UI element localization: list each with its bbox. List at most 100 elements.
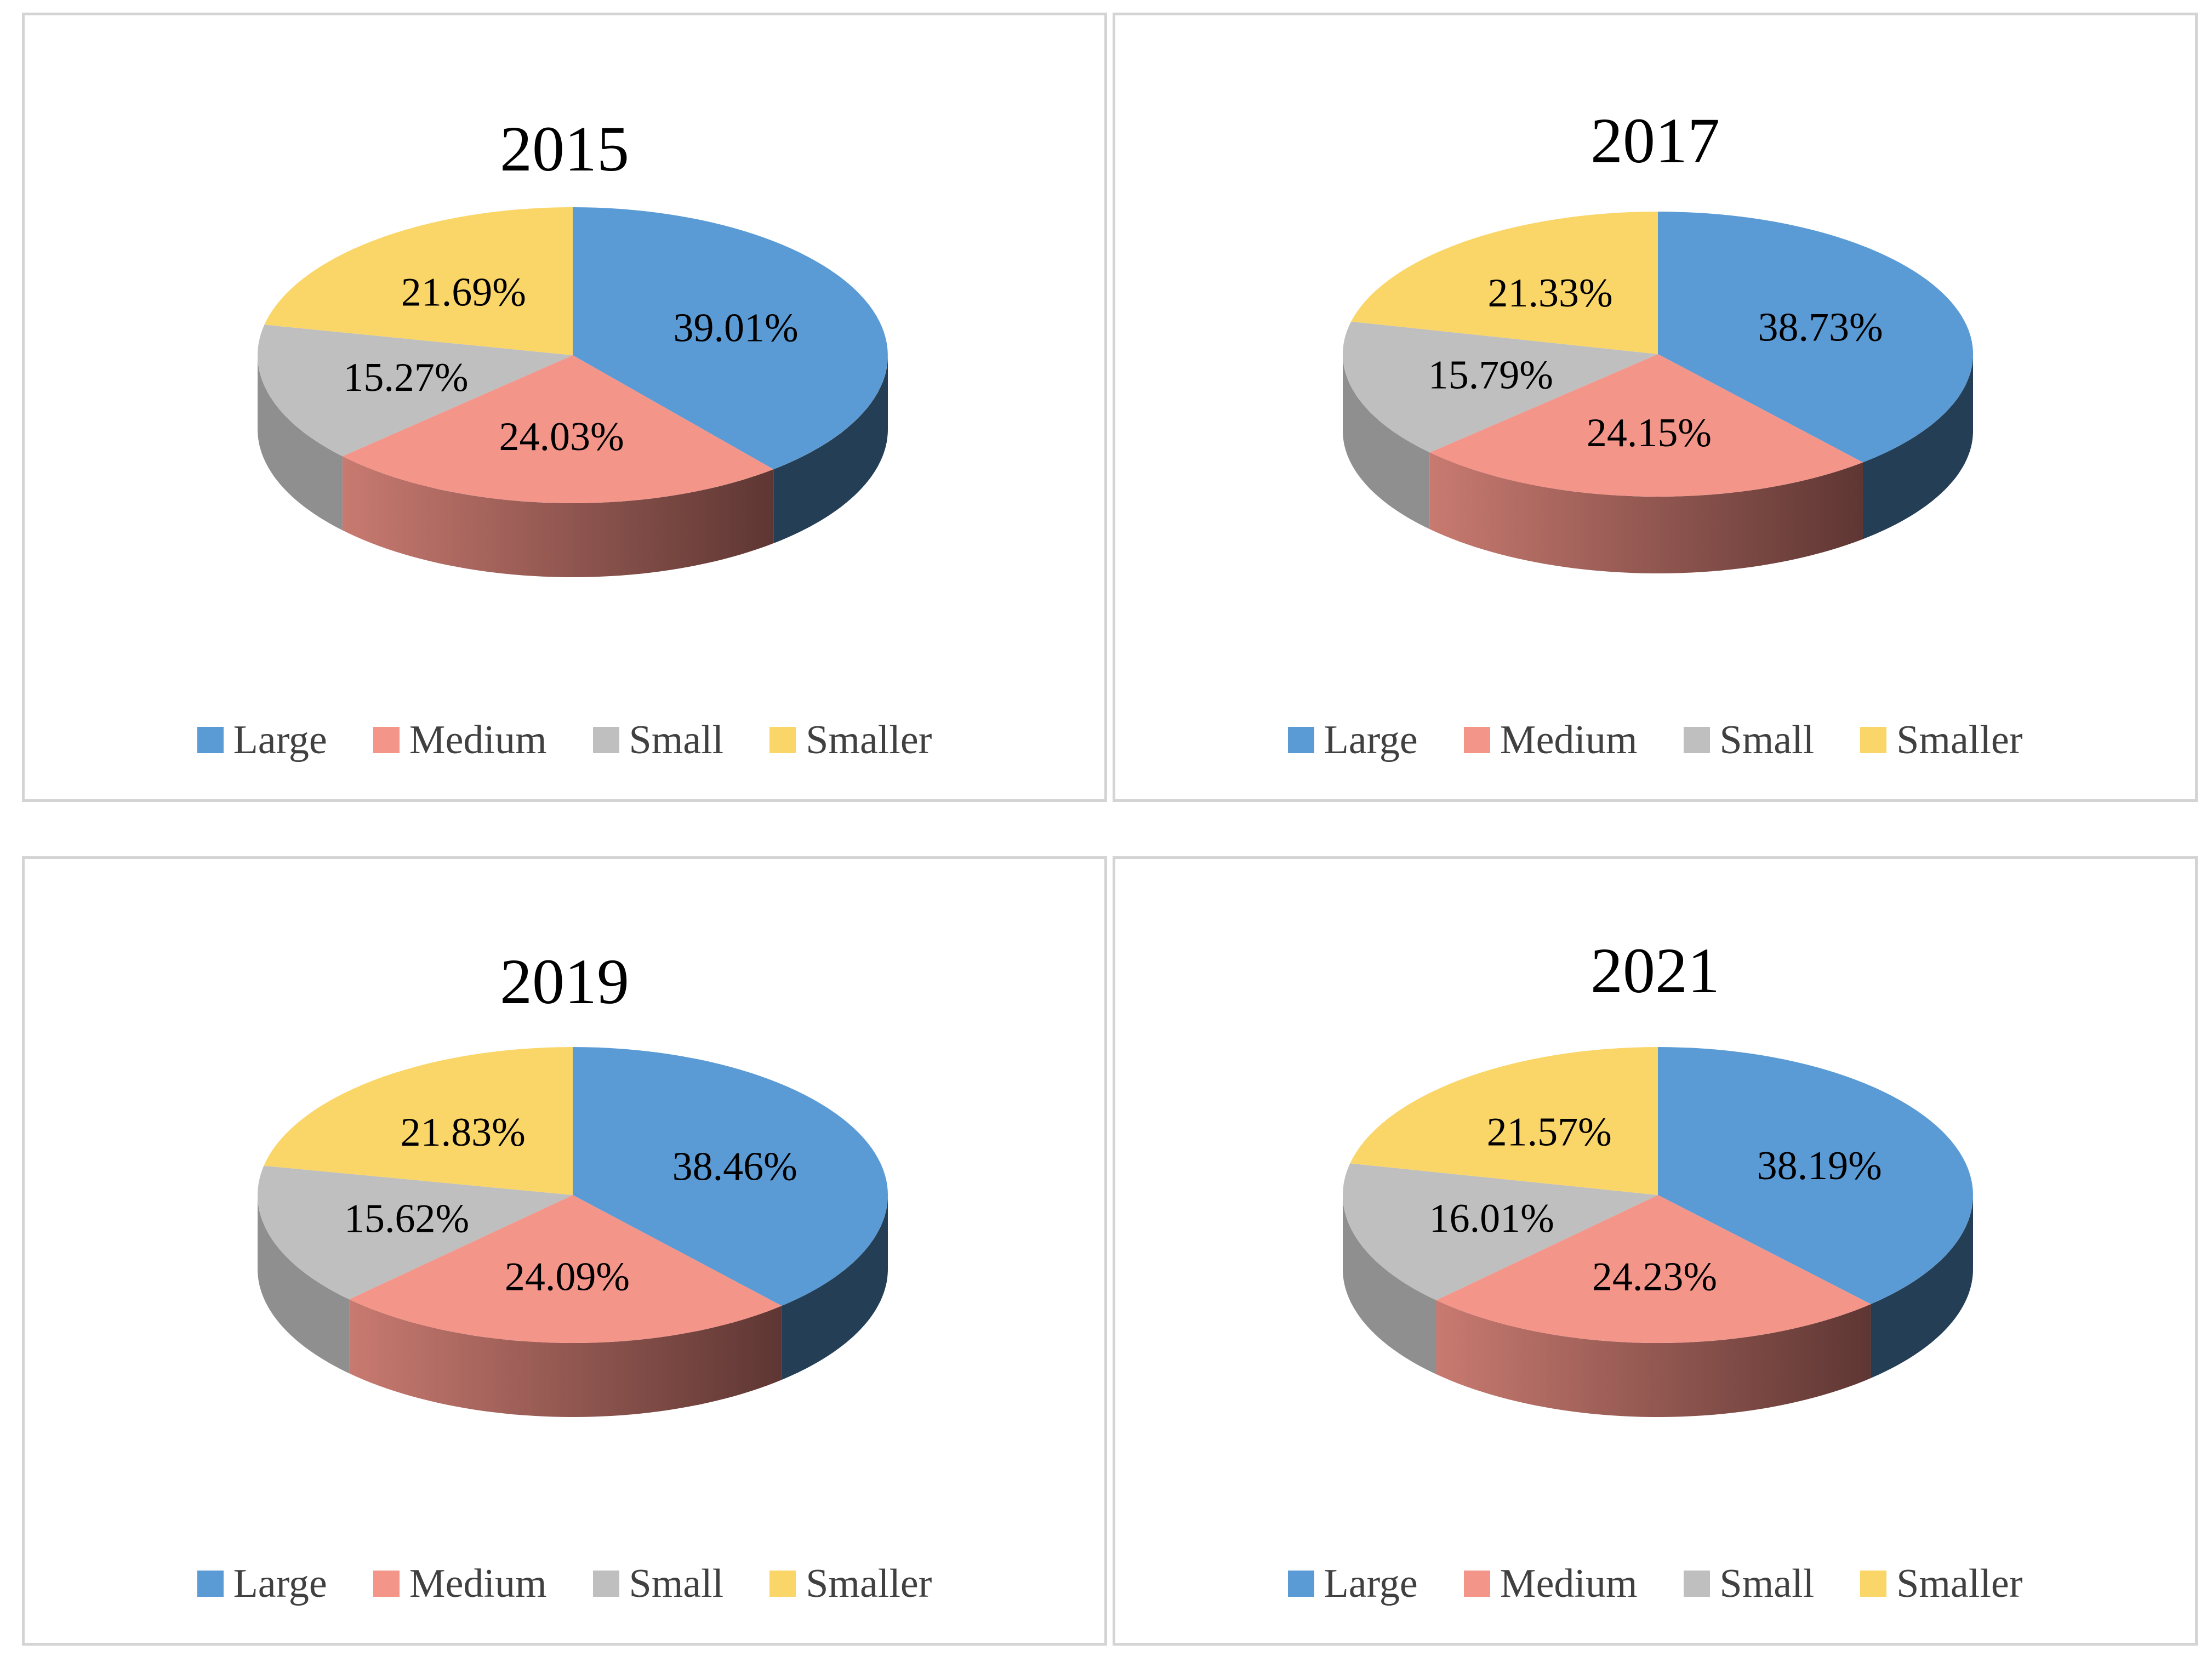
legend-item-smaller: Smaller [1860, 720, 2022, 760]
legend: Large Medium Small Smaller [1115, 1563, 2195, 1604]
legend-swatch-small [592, 1571, 619, 1597]
data-label-medium: 24.03% [499, 414, 624, 459]
legend-swatch-smaller [1860, 1571, 1887, 1597]
legend-swatch-large [197, 727, 224, 753]
legend-item-medium: Medium [373, 720, 547, 760]
pie-slice-small [1343, 1163, 1658, 1300]
pie-side-small [258, 1195, 350, 1374]
pie-slice-medium [1429, 354, 1863, 497]
legend-swatch-small [1683, 1571, 1710, 1597]
pie-side-medium [1436, 1300, 1871, 1417]
legend-swatch-large [197, 1571, 224, 1597]
legend-item-small: Small [1683, 718, 1815, 763]
pie-slice-large [1658, 211, 1974, 463]
legend-label: Large [233, 718, 327, 763]
legend-item-smaller: Smaller [769, 1563, 932, 1604]
legend-label: Large [233, 1561, 327, 1606]
legend-swatch-medium [1463, 1571, 1490, 1597]
legend-label: Medium [409, 718, 547, 763]
pie-slice-smaller [1350, 1047, 1658, 1195]
chart-panel-2017: 2017 38.73% 24.15% 15.79% 21.33% Large Medi… [1113, 13, 2198, 802]
data-label-large: 38.73% [1758, 305, 1883, 350]
legend-item-large: Large [1287, 718, 1418, 763]
pie-side-large [782, 1195, 888, 1380]
legend-label: Small [629, 1561, 724, 1606]
legend-label: Large [1324, 718, 1418, 763]
legend-item-medium: Medium [373, 1563, 547, 1604]
pie-slice-smaller [1351, 212, 1658, 354]
data-label-smaller: 21.33% [1488, 271, 1613, 316]
legend-label: Small [1719, 1561, 1815, 1606]
legend-label: Smaller [1896, 1561, 2023, 1606]
legend-label: Medium [1500, 1561, 1638, 1606]
legend-swatch-large [1287, 1571, 1314, 1597]
legend-label: Medium [1500, 718, 1638, 763]
legend-label: Smaller [1896, 718, 2023, 763]
pie-slice-small [258, 1165, 573, 1300]
data-label-small: 15.27% [343, 355, 468, 400]
pie-chart-2017: 38.73% 24.15% 15.79% 21.33% [1342, 211, 1974, 573]
legend-label: Small [629, 718, 724, 763]
pie-slice-large [573, 207, 888, 470]
legend-item-smaller: Smaller [769, 720, 932, 760]
chart-panel-2019: 2019 38.46% 24.09% 15.62% 21.83% Large Medi… [22, 856, 1107, 1646]
data-label-smaller: 21.57% [1487, 1110, 1612, 1154]
pie-chart-2015: 39.01% 24.03% 15.27% 21.69% [258, 207, 888, 577]
pie-side-medium [1429, 452, 1863, 573]
pie-side-small [1343, 1195, 1436, 1374]
data-label-medium: 24.23% [1592, 1255, 1717, 1300]
legend-item-large: Large [197, 720, 327, 760]
legend-swatch-small [592, 727, 619, 753]
chart-title: 2019 [500, 946, 629, 1017]
data-label-small: 15.62% [344, 1197, 469, 1242]
legend-label: Medium [409, 1561, 547, 1606]
pie-side-small [1343, 354, 1430, 530]
legend: Large Medium Small Smaller [1115, 720, 2195, 760]
legend-swatch-smaller [769, 727, 796, 753]
legend-label: Smaller [806, 1561, 932, 1606]
pie-side-large [773, 355, 888, 544]
pie-side-large [1871, 1195, 1973, 1378]
legend-swatch-large [1287, 727, 1314, 753]
legend-item-small: Small [1683, 1561, 1815, 1606]
legend: Large Medium Small Smaller [25, 720, 1104, 760]
pie-slice-small [1342, 321, 1658, 453]
pie-slice-medium [1436, 1195, 1871, 1343]
pie-side-small [258, 355, 343, 531]
data-label-medium: 24.09% [505, 1254, 630, 1299]
legend-swatch-smaller [1860, 727, 1887, 753]
data-label-small: 16.01% [1429, 1196, 1554, 1241]
pie-chart-2019: 38.46% 24.09% 15.62% 21.83% [258, 1047, 888, 1417]
chart-panel-2015: 2015 39.01% 24.03% 15.27% 21.69% Large Medi… [22, 13, 1107, 802]
legend-label: Smaller [806, 718, 932, 763]
legend: Large Medium Small Smaller [25, 1563, 1104, 1604]
data-label-large: 38.46% [672, 1144, 797, 1189]
legend-item-large: Large [197, 1563, 327, 1604]
chart-title: 2015 [500, 113, 629, 185]
chart-title: 2021 [1590, 935, 1720, 1006]
data-label-smaller: 21.69% [401, 270, 526, 315]
legend-label: Small [1719, 718, 1815, 763]
pie-side-medium [349, 1299, 782, 1417]
pie-slice-large [1658, 1047, 1973, 1304]
pie-slice-small [258, 325, 573, 457]
data-label-medium: 24.15% [1587, 411, 1712, 456]
legend-swatch-smaller [769, 1571, 796, 1597]
legend-item-smaller: Smaller [1860, 1563, 2022, 1604]
legend-label: Large [1324, 1561, 1418, 1606]
legend-item-medium: Medium [1463, 1561, 1638, 1606]
pie-slice-medium [342, 355, 774, 503]
chart-panel-2021: 2021 38.19% 24.23% 16.01% 21.57% Large Medi… [1113, 856, 2198, 1646]
legend-swatch-medium [1463, 727, 1490, 753]
legend-swatch-small [1683, 727, 1710, 753]
legend-swatch-medium [373, 1571, 400, 1597]
pie-chart-2021: 38.19% 24.23% 16.01% 21.57% [1343, 1047, 1973, 1417]
pie-slice-smaller [264, 207, 573, 355]
legend-item-small: Small [592, 1561, 724, 1606]
data-label-small: 15.79% [1428, 353, 1553, 398]
legend-item-medium: Medium [1463, 718, 1638, 763]
data-label-large: 39.01% [674, 306, 799, 351]
pie-slice-smaller [264, 1047, 573, 1195]
legend-item-large: Large [1287, 1561, 1418, 1606]
data-label-smaller: 21.83% [401, 1110, 526, 1155]
